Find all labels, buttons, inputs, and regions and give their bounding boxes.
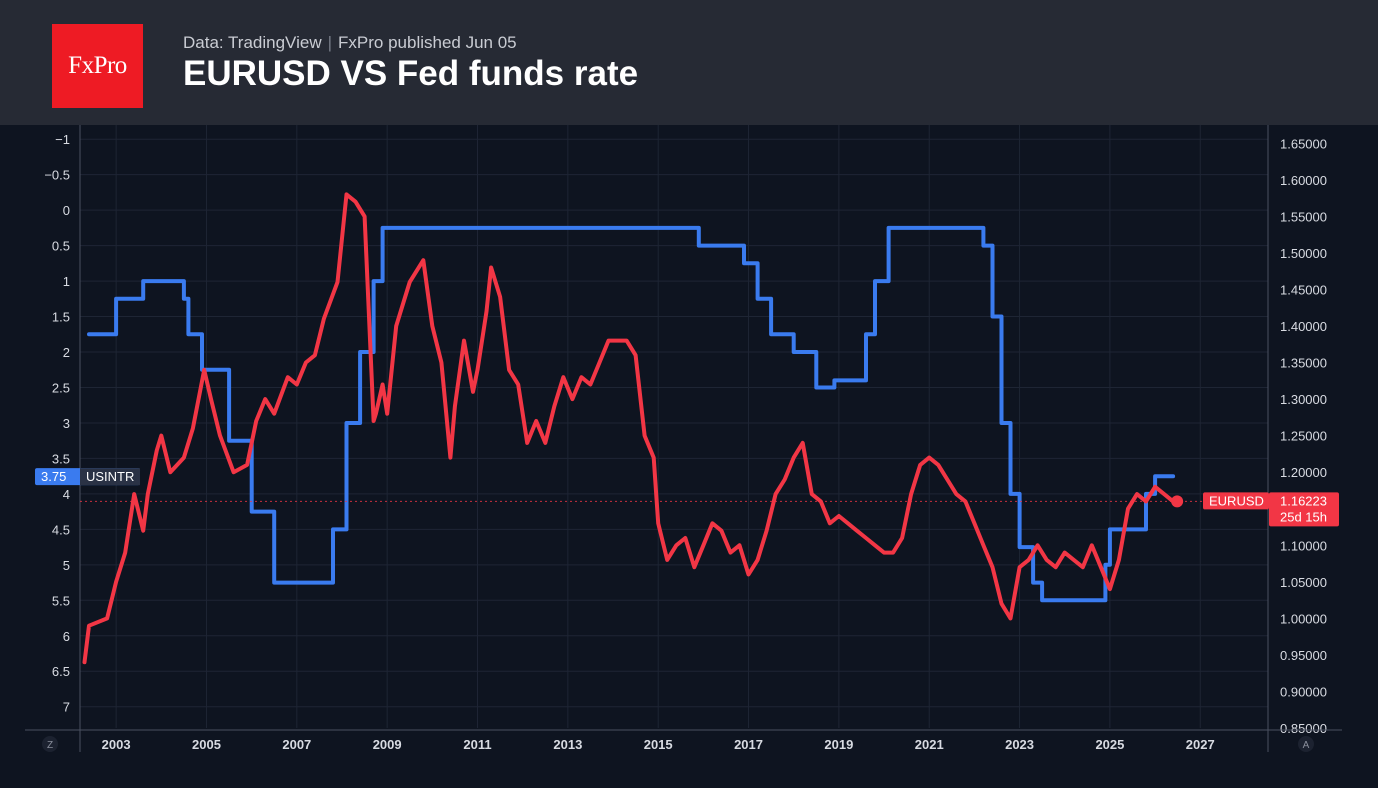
x-tick-label: 2005 bbox=[192, 737, 221, 752]
eurusd-name-label: EURUSD bbox=[1209, 493, 1264, 508]
left-corner-label: Z bbox=[47, 740, 53, 751]
x-tick-label: 2023 bbox=[1005, 737, 1034, 752]
x-tick-label: 2003 bbox=[102, 737, 131, 752]
right-tick-label: 1.55000 bbox=[1280, 209, 1327, 224]
right-tick-label: 1.35000 bbox=[1280, 356, 1327, 371]
x-tick-label: 2009 bbox=[373, 737, 402, 752]
left-tick-label: 5 bbox=[63, 558, 70, 573]
series-layer bbox=[80, 192, 1268, 665]
right-corner-marker bbox=[1298, 736, 1314, 752]
x-tick-label: 2013 bbox=[553, 737, 582, 752]
right-tick-label: 1.65000 bbox=[1280, 136, 1327, 151]
left-tick-label: 2 bbox=[63, 345, 70, 360]
chart-title: EURUSD VS Fed funds rate bbox=[183, 54, 639, 93]
x-tick-label: 2007 bbox=[282, 737, 311, 752]
left-tick-label: 3.5 bbox=[52, 451, 70, 466]
right-tick-label: 1.10000 bbox=[1280, 538, 1327, 553]
x-tick-label: 2017 bbox=[734, 737, 763, 752]
series-line-usintr bbox=[87, 225, 1176, 603]
left-tick-label: −0.5 bbox=[44, 168, 70, 183]
right-tick-label: 1.20000 bbox=[1280, 465, 1327, 480]
left-tick-label: −1 bbox=[55, 132, 70, 147]
usintr-badge-value: 3.75 bbox=[41, 469, 66, 484]
usintr-badge-name: USINTR bbox=[86, 469, 134, 484]
right-tick-label: 1.25000 bbox=[1280, 429, 1327, 444]
left-tick-label: 3 bbox=[63, 416, 70, 431]
right-tick-label: 0.90000 bbox=[1280, 684, 1327, 699]
right-tick-label: 1.40000 bbox=[1280, 319, 1327, 334]
right-tick-label: 1.45000 bbox=[1280, 282, 1327, 297]
eurusd-price-label: 1.16223 bbox=[1280, 493, 1327, 508]
meta-separator: | bbox=[327, 33, 333, 52]
x-tick-label: 2019 bbox=[824, 737, 853, 752]
series-line-eurusd bbox=[82, 192, 1176, 665]
right-tick-label: 0.95000 bbox=[1280, 648, 1327, 663]
publication-meta: Data: TradingView | FxPro published Jun 05 bbox=[183, 33, 517, 53]
left-corner-marker bbox=[42, 736, 58, 752]
right-tick-label: 1.05000 bbox=[1280, 575, 1327, 590]
left-tick-label: 4.5 bbox=[52, 522, 70, 537]
eurusd-name-badge bbox=[1203, 492, 1269, 510]
left-tick-label: 1.5 bbox=[52, 310, 70, 325]
left-tick-label: 7 bbox=[63, 700, 70, 715]
left-tick-label: 4 bbox=[63, 487, 70, 502]
usintr-badge-name-bg bbox=[80, 468, 140, 486]
eurusd-last-point bbox=[1171, 495, 1184, 508]
left-tick-label: 2.5 bbox=[52, 380, 70, 395]
fxpro-logo: FxPro bbox=[52, 24, 143, 108]
right-tick-label: 1.60000 bbox=[1280, 173, 1327, 188]
data-source: Data: TradingView bbox=[183, 33, 322, 52]
eurusd-countdown-label: 25d 15h bbox=[1280, 509, 1327, 524]
right-tick-label: 1.30000 bbox=[1280, 392, 1327, 407]
x-tick-label: 2021 bbox=[915, 737, 944, 752]
left-tick-label: 1 bbox=[63, 274, 70, 289]
x-tick-label: 2015 bbox=[644, 737, 673, 752]
header: FxPro Data: TradingView | FxPro published … bbox=[0, 0, 1378, 125]
x-tick-label: 2011 bbox=[463, 737, 491, 752]
published-date: FxPro published Jun 05 bbox=[338, 33, 517, 52]
right-tick-label: 0.85000 bbox=[1280, 721, 1327, 736]
right-tick-label: 1.00000 bbox=[1280, 611, 1327, 626]
left-tick-label: 6.5 bbox=[52, 664, 70, 679]
left-tick-label: 6 bbox=[63, 629, 70, 644]
left-tick-label: 0.5 bbox=[52, 239, 70, 254]
x-tick-label: 2027 bbox=[1186, 737, 1215, 752]
eurusd-price-badge bbox=[1269, 492, 1339, 527]
x-tick-label: 2025 bbox=[1095, 737, 1124, 752]
right-corner-label: A bbox=[1303, 740, 1310, 751]
left-tick-label: 5.5 bbox=[52, 593, 70, 608]
grid bbox=[80, 125, 1268, 728]
right-tick-label: 1.50000 bbox=[1280, 246, 1327, 261]
left-tick-label: 0 bbox=[63, 203, 70, 218]
